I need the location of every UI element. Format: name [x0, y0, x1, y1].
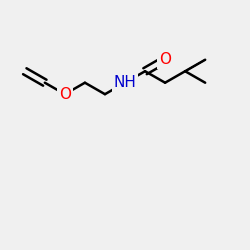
Text: O: O: [159, 52, 171, 67]
Text: NH: NH: [114, 75, 136, 90]
Text: O: O: [59, 87, 71, 102]
